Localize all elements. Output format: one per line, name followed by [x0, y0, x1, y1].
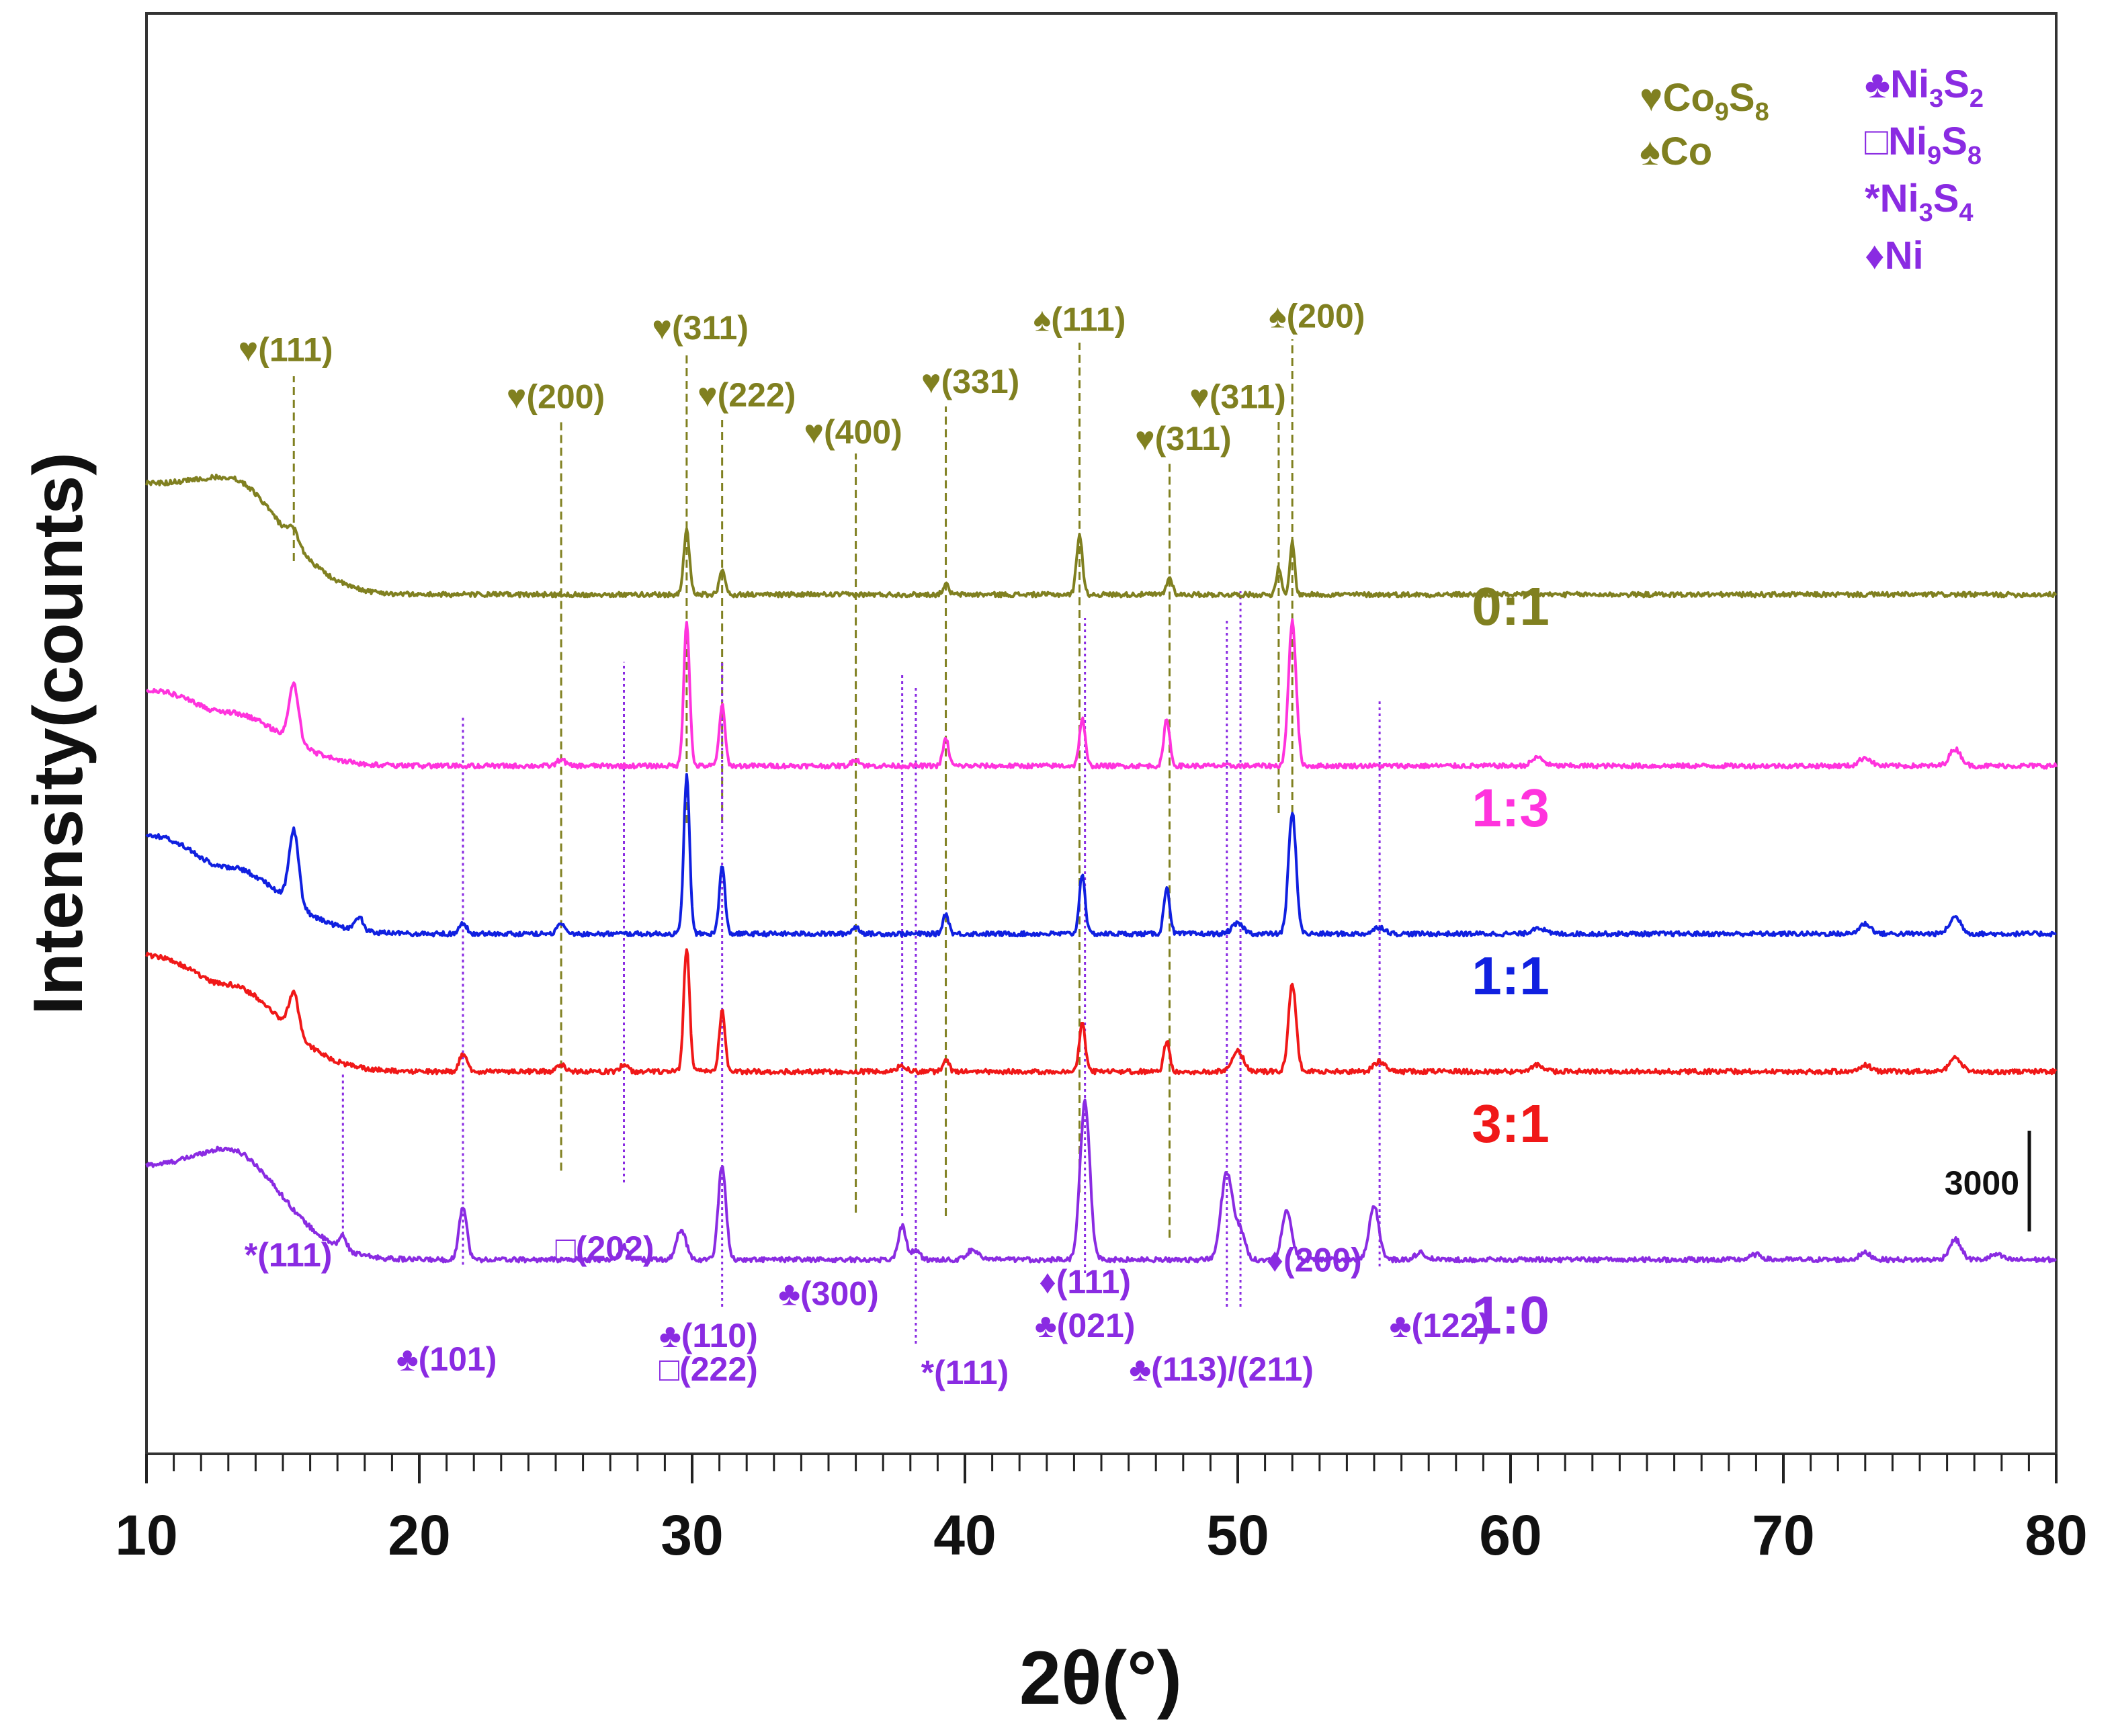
series-1-3-line: [146, 618, 2058, 770]
co-peak-label: ♥(200): [507, 378, 605, 416]
ni-peak-label: *(111): [245, 1236, 333, 1274]
x-tick-label: 20: [388, 1504, 450, 1567]
co-peak-label: ♥(331): [921, 363, 1019, 400]
scale-bar: 3000: [1945, 1131, 2031, 1231]
co-reference-lines: [292, 339, 1294, 1238]
ni-peak-label: ♣(122): [1390, 1307, 1490, 1344]
y-axis-title: Intensity(counts): [19, 452, 97, 1015]
series-label-3-1: 3:1: [1472, 1094, 1550, 1154]
x-axis-title: 2θ(°): [1019, 1636, 1182, 1720]
ni-peak-label: ♦(200): [1267, 1242, 1362, 1279]
series-3-1-line: [145, 948, 2058, 1076]
x-tick-label: 10: [115, 1504, 177, 1567]
legend-entry: ♠Co: [1640, 130, 1712, 173]
series-label-1-1: 1:1: [1472, 946, 1550, 1006]
x-tick-label: 50: [1206, 1504, 1269, 1567]
series-1-1-line: [145, 773, 2057, 938]
series-0-1-line: [145, 474, 2058, 599]
co-peak-label: ♥(311): [652, 309, 749, 347]
ni-legend: ♣Ni3S2 □Ni9S8 *Ni3S4 ♦Ni: [1865, 62, 1984, 277]
plot-frame: [145, 12, 2058, 1455]
series-label-0-1: 0:1: [1472, 576, 1550, 636]
ni-peak-label: ♦(111): [1039, 1263, 1131, 1301]
legend-entry: ♣Ni3S2: [1865, 62, 1984, 113]
ni-peak-annotations: *(111) ♣(101) □(202) ♣(110)□(222) ♣(300) *(11…: [245, 1229, 1490, 1391]
co-peak-label: ♠(200): [1269, 298, 1365, 335]
legend-entry: □Ni9S8: [1865, 120, 1982, 170]
x-tick-label: 60: [1479, 1504, 1541, 1567]
x-tick-label: 70: [1752, 1504, 1814, 1567]
series-label-1-0: 1:0: [1472, 1285, 1550, 1345]
x-tick-label: 80: [2025, 1504, 2087, 1567]
x-tick-label: 40: [933, 1504, 996, 1567]
co-legend: ♥Co9S8♠Co: [1640, 76, 1769, 173]
xrd-patterns: [145, 474, 2058, 1264]
co-peak-label: ♥(222): [697, 376, 796, 414]
legend-entry: *Ni3S4: [1865, 177, 1974, 227]
x-axis-ticks: 10 20 30 40 50 60 70 80: [115, 1454, 2088, 1567]
legend-entry: ♦Ni: [1865, 234, 1924, 277]
ni-peak-label: ♣(101): [396, 1340, 497, 1378]
series-labels: 0:1 1:3 1:1 3:1 1:0: [1472, 576, 1550, 1345]
co-peak-label: ♠(111): [1033, 301, 1126, 339]
co-peak-annotations: ♥(111) ♥(200) ♥(311) ♥(222)♥(400) ♥(331) ♠(11…: [239, 298, 1365, 458]
ni-peak-label: ♣(021): [1035, 1307, 1136, 1344]
x-tick-label: 30: [661, 1504, 723, 1567]
ni-peak-label: *(111): [921, 1354, 1009, 1391]
series-1-0-line: [145, 1098, 2058, 1264]
ni-peak-label: ♣(300): [778, 1275, 879, 1313]
ni-peak-label: □(202): [556, 1229, 654, 1267]
ni-peak-label: ♣(113)/(211): [1129, 1350, 1314, 1388]
co-peak-label: ♥(311): [1135, 420, 1232, 458]
co-peak-label: ♥(111): [239, 331, 333, 369]
ni-reference-lines: [341, 591, 1381, 1344]
co-peak-label: ♥(400): [804, 413, 902, 451]
scale-bar-label: 3000: [1945, 1164, 2019, 1202]
ni-peak-label: ♣(110): [659, 1317, 758, 1354]
ni-peak-label: □(222): [659, 1350, 758, 1388]
series-label-1-3: 1:3: [1472, 778, 1550, 838]
legend-entry: ♥Co9S8: [1640, 76, 1769, 126]
co-peak-label: ♥(311): [1189, 378, 1286, 416]
